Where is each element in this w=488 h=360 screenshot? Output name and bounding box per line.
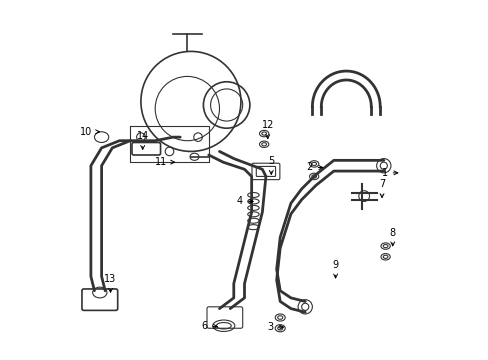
Text: 5: 5 [267,156,274,174]
Text: 6: 6 [201,321,217,332]
Text: 3: 3 [266,322,283,332]
Text: 9: 9 [332,260,338,278]
Text: 8: 8 [389,228,395,246]
Text: 13: 13 [104,274,117,292]
Text: 10: 10 [80,127,100,137]
Text: 11: 11 [155,157,174,167]
Text: 7: 7 [378,179,385,198]
Text: 12: 12 [261,120,273,139]
Text: 14: 14 [136,131,148,149]
Text: 2: 2 [306,162,322,172]
Text: 4: 4 [236,197,253,206]
Text: 1: 1 [381,168,397,178]
